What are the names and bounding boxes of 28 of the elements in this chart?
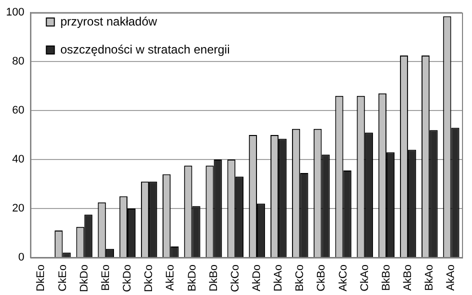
- x-tick-label: DkEo: [35, 264, 48, 292]
- x-tick-label: DkBo: [208, 264, 220, 292]
- x-tick-label: CkBo: [316, 264, 328, 292]
- x-tick-label: DkAo: [272, 264, 285, 292]
- x-tick-label: BkAo: [424, 264, 436, 291]
- x-tick-label: BkCo: [294, 264, 306, 292]
- x-tick-label: CkCo: [229, 264, 242, 292]
- x-tick-label: AkEo: [164, 264, 177, 291]
- x-tick-label: BkBo: [380, 264, 392, 291]
- legend-label: przyrost nakładów: [60, 14, 158, 28]
- x-tick-label: BkDo: [186, 264, 198, 292]
- x-tick-label: BkEo: [100, 264, 112, 291]
- y-tick-label: 100: [6, 6, 24, 19]
- x-tick-label: DkCo: [143, 264, 156, 292]
- x-tick-label: AkCo: [337, 264, 350, 292]
- x-tick-label: CkEo: [56, 264, 69, 292]
- x-tick-label: CkDo: [122, 264, 134, 292]
- y-tick-label: 80: [12, 56, 24, 68]
- x-tick-label: AkAo: [445, 264, 458, 291]
- x-tick-label: AkBo: [402, 264, 414, 291]
- y-tick-label: 40: [12, 154, 24, 166]
- x-tick-label: DkDo: [78, 264, 90, 292]
- x-tick-label: AkDo: [251, 264, 263, 292]
- y-tick-label: 20: [12, 202, 24, 215]
- legend-label: oszczędności w stratach energii: [60, 42, 230, 56]
- x-tick-label: CkAo: [358, 264, 371, 292]
- y-tick-label: 60: [12, 104, 24, 117]
- y-tick-label: 0: [18, 252, 24, 264]
